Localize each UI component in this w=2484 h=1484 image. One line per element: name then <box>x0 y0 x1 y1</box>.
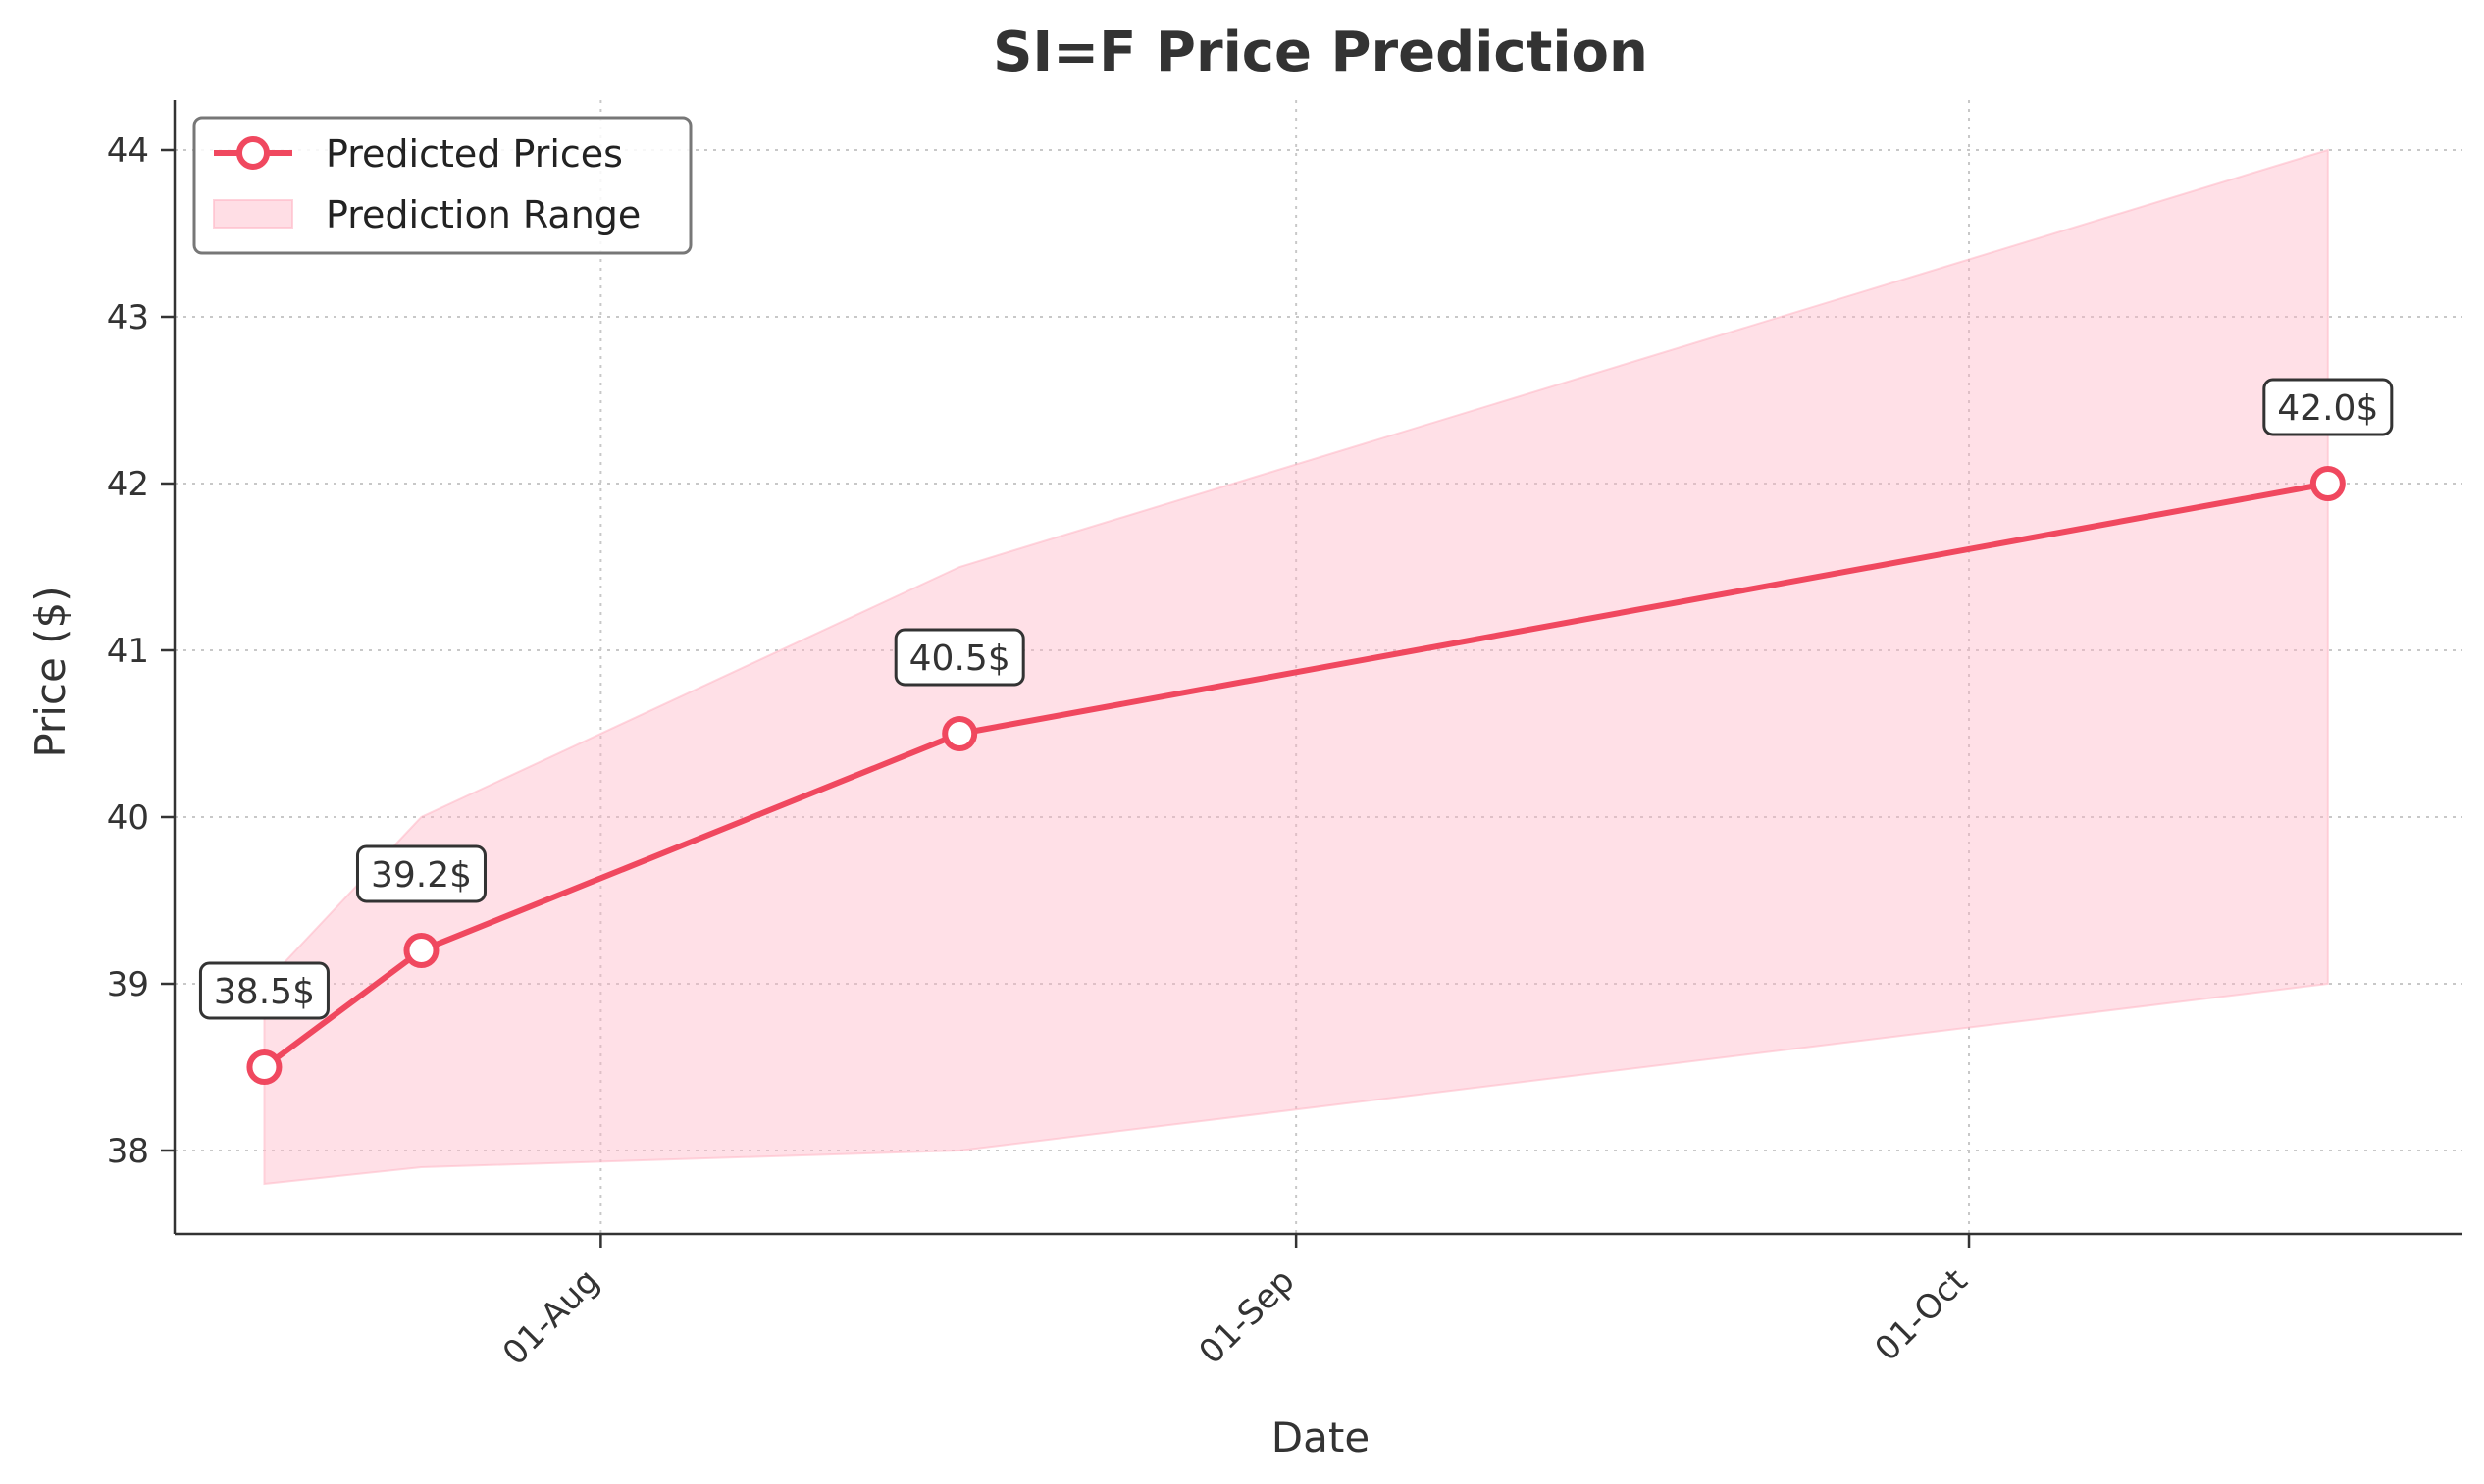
data-label-box <box>894 628 1025 687</box>
y-tick-label: 40 <box>107 798 149 838</box>
prediction-range-area <box>263 148 2329 1186</box>
predicted-prices-path <box>262 481 2329 1070</box>
data-label-box <box>2262 378 2394 436</box>
prediction-range-band <box>263 148 2329 1186</box>
data-label: 42.0$ <box>2277 388 2378 429</box>
y-tick-label: 43 <box>107 298 149 337</box>
data-point <box>942 716 978 751</box>
y-tick-label: 41 <box>107 632 149 671</box>
data-label-box <box>198 961 330 1020</box>
axes <box>161 100 2462 1248</box>
data-label: 39.2$ <box>371 855 472 896</box>
y-tick-label: 38 <box>107 1132 149 1171</box>
legend-band-swatch <box>213 199 293 229</box>
legend-frame <box>192 116 693 255</box>
x-axis-label: Date <box>1271 1413 1370 1461</box>
legend-label-predicted: Predicted Prices <box>326 132 623 176</box>
legend-label-range: Prediction Range <box>326 193 641 236</box>
data-point <box>2309 466 2346 501</box>
y-tick-label: 39 <box>107 965 149 1004</box>
legend-marker-swatch <box>236 136 270 170</box>
x-tick-label: 01-Sep <box>1192 1261 1303 1372</box>
data-point <box>403 933 440 968</box>
x-tick-label: 01-Oct <box>1868 1261 1976 1369</box>
y-tick-label: 44 <box>107 131 149 171</box>
y-tick-label: 42 <box>107 465 149 504</box>
predicted-prices-line <box>246 466 2346 1085</box>
x-tick-label: 01-Aug <box>495 1261 607 1373</box>
data-labels: 38.5$ 39.2$ 40.5$ 42.0$ <box>198 378 2394 1020</box>
chart-title: SI=F Price Prediction <box>993 21 1648 84</box>
data-label: 40.5$ <box>909 639 1010 679</box>
y-axis-label: Price ($) <box>26 586 75 757</box>
data-point <box>246 1049 283 1085</box>
data-label: 38.5$ <box>214 972 315 1012</box>
data-label-box <box>355 844 487 903</box>
legend: Predicted Prices Prediction Range <box>192 116 693 255</box>
